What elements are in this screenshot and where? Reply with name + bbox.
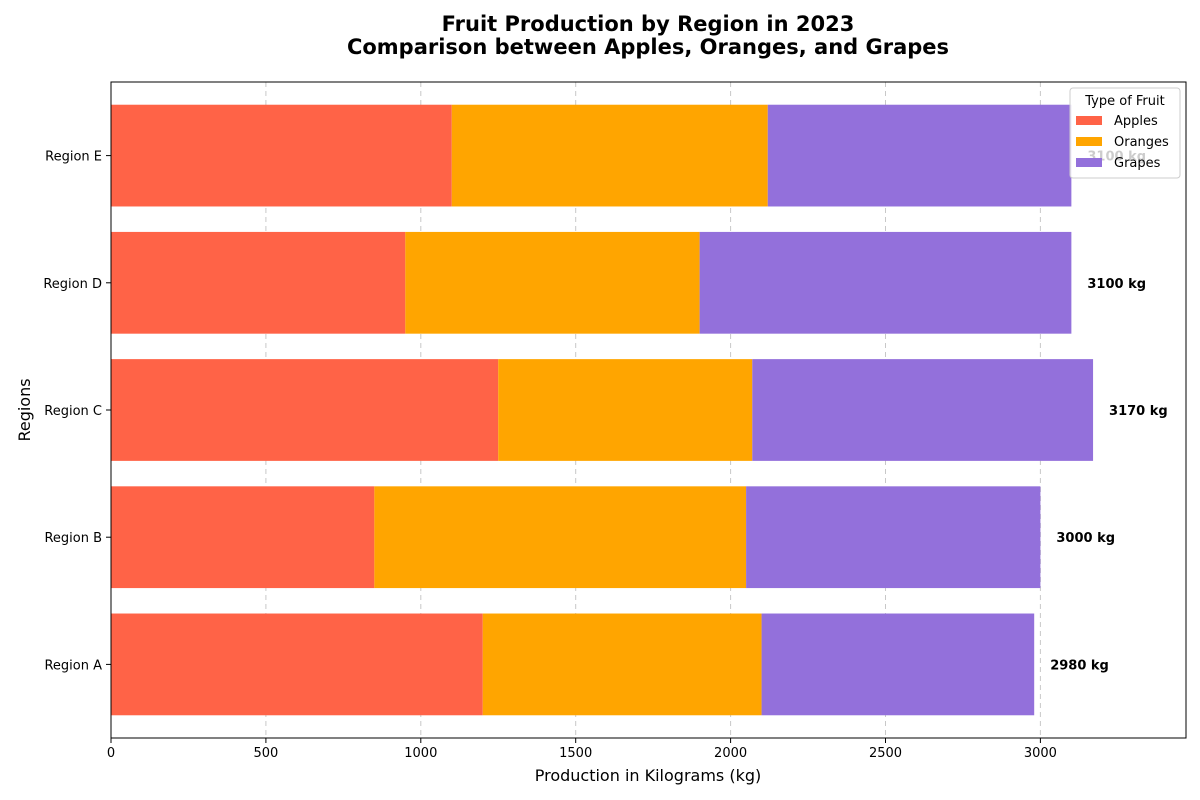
- total-label-region-b: 3000 kg: [1056, 531, 1115, 546]
- y-tick-label-region-d: Region D: [43, 277, 102, 292]
- bar-grapes-region-d: [699, 231, 1072, 334]
- bar-oranges-region-b: [374, 486, 747, 589]
- total-label-region-a: 2980 kg: [1050, 658, 1109, 673]
- legend: Type of Fruit Apples Oranges Grapes: [1069, 87, 1181, 179]
- chart-title: Fruit Production by Region in 2023: [442, 12, 855, 36]
- x-tick-label-2000: 2000: [714, 746, 747, 761]
- bars-group: [111, 104, 1094, 716]
- y-tick-label-region-e: Region E: [45, 150, 102, 165]
- legend-label-oranges: Oranges: [1114, 135, 1169, 150]
- bar-apples-region-a: [111, 613, 483, 716]
- bar-apples-region-d: [111, 231, 406, 334]
- y-tick-label-region-a: Region A: [44, 658, 102, 673]
- bar-oranges-region-c: [498, 359, 753, 461]
- x-tick-label-500: 500: [253, 746, 278, 761]
- bar-oranges-region-a: [482, 613, 762, 716]
- total-label-region-c: 3170 kg: [1109, 404, 1168, 419]
- total-label-region-d: 3100 kg: [1087, 277, 1146, 292]
- y-axis-ticks: Region A Region B Region C Region D Region E: [43, 150, 111, 673]
- legend-title: Type of Fruit: [1084, 94, 1164, 109]
- bar-oranges-region-d: [405, 231, 700, 334]
- x-tick-label-1500: 1500: [559, 746, 592, 761]
- bar-grapes-region-e: [767, 104, 1072, 207]
- x-tick-label-3000: 3000: [1024, 746, 1057, 761]
- bar-grapes-region-a: [761, 613, 1035, 716]
- legend-label-grapes: Grapes: [1114, 156, 1161, 171]
- legend-swatch-grapes: [1076, 158, 1102, 167]
- y-axis-label: Regions: [15, 378, 34, 441]
- bar-apples-region-e: [111, 104, 452, 207]
- x-axis-ticks: 0 500 1000 1500 2000 2500 3000: [107, 738, 1057, 761]
- bar-oranges-region-e: [451, 104, 768, 207]
- bar-apples-region-c: [111, 359, 499, 461]
- x-tick-label-0: 0: [107, 746, 115, 761]
- x-tick-label-2500: 2500: [869, 746, 902, 761]
- x-tick-label-1000: 1000: [404, 746, 437, 761]
- legend-swatch-oranges: [1076, 137, 1102, 146]
- y-tick-label-region-b: Region B: [44, 531, 102, 546]
- bar-grapes-region-b: [746, 486, 1041, 589]
- bar-grapes-region-c: [752, 359, 1094, 461]
- y-tick-label-region-c: Region C: [44, 404, 102, 419]
- chart-subtitle: Comparison between Apples, Oranges, and …: [347, 35, 949, 59]
- bar-apples-region-b: [111, 486, 375, 589]
- legend-swatch-apples: [1076, 116, 1102, 125]
- x-axis-label: Production in Kilograms (kg): [535, 766, 762, 785]
- legend-label-apples: Apples: [1114, 114, 1158, 129]
- legend-box: [1069, 87, 1181, 179]
